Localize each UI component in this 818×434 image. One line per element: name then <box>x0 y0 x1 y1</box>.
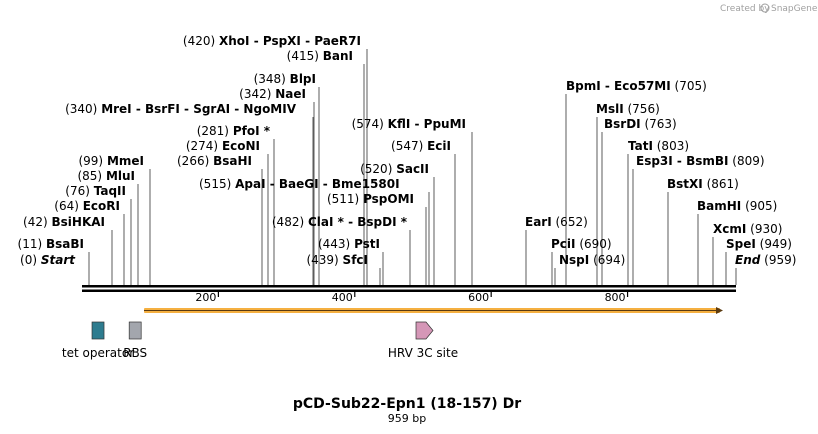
site-label-econi[interactable]: (274) EcoNI <box>186 139 260 153</box>
site-label-bsabi[interactable]: (11) BsaBI <box>18 237 84 251</box>
site-label-spei[interactable]: SpeI (949) <box>726 237 792 251</box>
site-label-bpmi[interactable]: BpmI - Eco57MI (705) <box>566 79 707 93</box>
site-label-bsrdi[interactable]: BsrDI (763) <box>604 117 677 131</box>
ruler-tick-label: 400 <box>332 291 353 304</box>
site-label-mmei[interactable]: (99) MmeI <box>78 154 144 168</box>
site-label-esp3i[interactable]: Esp3I - BsmBI (809) <box>636 154 765 168</box>
site-labels: (0) Start (11) BsaBI (42) BsiHKAI (64) EcoR… <box>18 34 797 267</box>
backbone-top-strand <box>82 285 736 288</box>
site-label-psti[interactable]: (443) PstI <box>318 237 380 251</box>
snapgene-logo-icon <box>760 3 770 13</box>
feature-hrv-3c-arrow[interactable] <box>415 321 434 340</box>
site-label-sacii[interactable]: (520) SacII <box>360 162 429 176</box>
backbone-bottom-strand <box>82 289 736 292</box>
site-label-apai[interactable]: (515) ApaI - BaeGI - Bme1580I <box>199 177 400 191</box>
site-label-pfoi[interactable]: (281) PfoI * <box>197 124 271 138</box>
site-label-naei[interactable]: (342) NaeI <box>239 87 306 101</box>
site-label-bstxi[interactable]: BstXI (861) <box>667 177 739 191</box>
site-label-bamhi[interactable]: BamHI (905) <box>697 199 777 213</box>
feature-f_rbs-box[interactable] <box>128 321 142 340</box>
site-label-taqii[interactable]: (76) TaqII <box>65 184 126 198</box>
site-label-mrei[interactable]: (340) MreI - BsrFI - SgrAI - NgoMIV <box>65 102 297 116</box>
feature-f_tet-label: tet operator <box>62 346 134 360</box>
site-label-msli[interactable]: MslI (756) <box>596 102 660 116</box>
site-label-nspi[interactable]: NspI (694) <box>559 253 625 267</box>
site-label-ecori[interactable]: (64) EcoRI <box>54 199 120 213</box>
site-label-blpi[interactable]: (348) BlpI <box>254 72 316 86</box>
site-lines <box>88 49 737 285</box>
ruler-tick-label: 600 <box>468 291 489 304</box>
map-length: 959 bp <box>388 412 426 425</box>
site-label-pspomi[interactable]: (511) PspOMI <box>327 192 414 206</box>
site-label-tati[interactable]: TatI (803) <box>628 139 689 153</box>
feature-hrv-3c-label: HRV 3C site <box>388 346 458 360</box>
site-label-kfli[interactable]: (574) KflI - PpuMI <box>352 117 466 131</box>
site-label-xhoi[interactable]: (420) XhoI - PspXI - PaeR7I <box>183 34 361 48</box>
site-label-sfci[interactable]: (439) SfcI <box>306 253 368 267</box>
site-label-start[interactable]: (0) Start <box>20 253 76 267</box>
site-label-ecii[interactable]: (547) EciI <box>391 139 451 153</box>
site-label-bani[interactable]: (415) BanI <box>287 49 353 63</box>
site-label-end[interactable]: End (959) <box>735 253 796 267</box>
site-label-bsahi[interactable]: (266) BsaHI <box>177 154 252 168</box>
orf-arrow[interactable] <box>144 307 723 314</box>
site-label-bsihkai[interactable]: (42) BsiHKAI <box>23 215 105 229</box>
credit-brand: SnapGene <box>771 4 818 14</box>
map-title: pCD-Sub22-Epn1 (18-157) Dr <box>293 396 521 412</box>
snapgene-credit: Created by SnapGene <box>720 3 818 14</box>
sequence-backbone <box>82 285 736 292</box>
site-label-clai[interactable]: (482) ClaI * - BspDI * <box>272 215 408 229</box>
credit-prefix: Created by <box>720 4 770 14</box>
site-label-xcmi[interactable]: XcmI (930) <box>713 222 782 236</box>
site-label-mlui[interactable]: (85) MluI <box>77 169 135 183</box>
ruler-tick-label: 800 <box>605 291 626 304</box>
feature-f_tet-box[interactable] <box>91 321 105 340</box>
ruler-tick-label: 200 <box>195 291 216 304</box>
ruler: 200 400 600 800 <box>195 291 629 304</box>
site-label-eari[interactable]: EarI (652) <box>525 215 588 229</box>
site-label-pcii[interactable]: PciI (690) <box>551 237 612 251</box>
feature-f_rbs-label: RBS <box>123 346 147 360</box>
